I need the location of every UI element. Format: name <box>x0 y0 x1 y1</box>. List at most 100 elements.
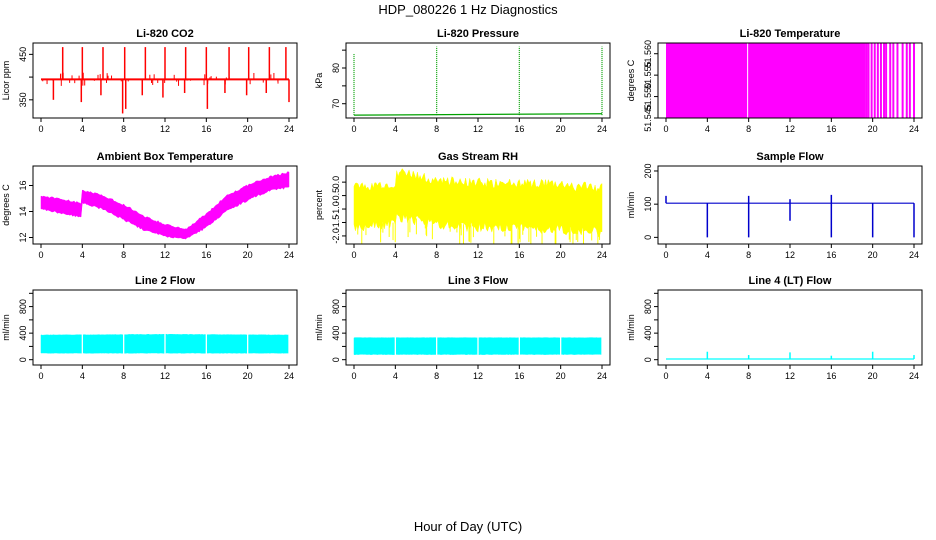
data-layer <box>41 47 290 114</box>
y-tick-label: 51.560 <box>643 40 653 68</box>
x-tick-label: 4 <box>393 250 398 260</box>
x-tick-label: 12 <box>473 124 483 134</box>
sparse-bar <box>870 43 873 118</box>
x-tick-label: 16 <box>826 250 836 260</box>
sparse-bar <box>892 43 895 118</box>
data-layer <box>40 332 290 356</box>
x-tick-label: 8 <box>434 250 439 260</box>
x-tick-label: 20 <box>243 250 253 260</box>
y-tick-label: 400 <box>331 326 341 341</box>
x-tick-label: 24 <box>909 371 919 381</box>
y-tick-label: 14 <box>18 206 28 216</box>
x-tick-label: 20 <box>868 250 878 260</box>
x-tick-label: 4 <box>705 371 710 381</box>
y-tick-label: 200 <box>643 163 653 178</box>
x-tick-label: 8 <box>121 371 126 381</box>
data-layer <box>40 171 290 240</box>
x-tick-label: 0 <box>38 250 43 260</box>
x-tick-label: 8 <box>434 124 439 134</box>
x-tick-label: 16 <box>514 250 524 260</box>
x-tick-label: 8 <box>434 371 439 381</box>
y-tick-label: 350 <box>18 92 28 107</box>
panel-ylabel: ml/min <box>1 314 11 341</box>
x-tick-label: 20 <box>868 371 878 381</box>
band-area <box>353 168 603 238</box>
panel-box_temp: Ambient Box Temperature degrees C 0 4 8 12 16 2… <box>1 151 298 260</box>
panel-co2: Li-820 CO2 Licor ppm 0 4 8 12 16 20 24 350 450 <box>1 28 298 134</box>
fill-block <box>666 43 866 118</box>
panel-licor_temp: Li-820 Temperature degrees C 0 4 8 12 16 20 24 51… <box>626 28 923 134</box>
x-tick-label: 16 <box>201 371 211 381</box>
x-tick-label: 0 <box>663 371 668 381</box>
x-tick-label: 12 <box>785 124 795 134</box>
band-area <box>40 171 290 240</box>
figure-xlabel: Hour of Day (UTC) <box>414 519 522 534</box>
x-tick-label: 0 <box>38 371 43 381</box>
y-tick-label: 450 <box>18 47 28 62</box>
x-tick-label: 12 <box>473 371 483 381</box>
y-tick-label: 51.555 <box>643 61 653 89</box>
x-tick-label: 0 <box>663 124 668 134</box>
panel-line2: Line 2 Flow ml/min 0 4 8 12 16 20 24 0 400 800 <box>1 275 298 381</box>
baseline-line <box>353 113 603 116</box>
x-tick-label: 0 <box>663 250 668 260</box>
x-tick-label: 20 <box>868 124 878 134</box>
y-tick-label: 100 <box>643 197 653 212</box>
panel-ylabel: degrees C <box>1 184 11 226</box>
x-tick-label: 0 <box>351 124 356 134</box>
x-tick-label: 24 <box>597 371 607 381</box>
figure-title: HDP_080226 1 Hz Diagnostics <box>378 2 558 17</box>
panel-line4: Line 4 (LT) Flow ml/min 0 4 8 12 16 20 24 0 400 800 <box>626 275 923 381</box>
y-tick-label: 0 <box>331 357 341 362</box>
x-tick-label: 4 <box>80 371 85 381</box>
x-tick-label: 8 <box>746 371 751 381</box>
panel-ylabel: degrees C <box>626 59 636 101</box>
panel-title: Li-820 Pressure <box>437 28 519 40</box>
x-tick-label: 4 <box>393 124 398 134</box>
panel-ylabel: kPa <box>314 73 324 89</box>
y-tick-label: 0 <box>643 357 653 362</box>
x-tick-label: 4 <box>705 124 710 134</box>
x-tick-label: 20 <box>243 371 253 381</box>
sparse-bar <box>885 43 888 118</box>
panel-title: Ambient Box Temperature <box>97 151 234 163</box>
x-tick-label: 12 <box>785 371 795 381</box>
x-tick-label: 12 <box>160 124 170 134</box>
panel-title: Sample Flow <box>756 151 824 163</box>
x-tick-label: 24 <box>597 124 607 134</box>
x-tick-label: 8 <box>746 250 751 260</box>
x-tick-label: 20 <box>556 124 566 134</box>
sparse-bar <box>889 43 892 118</box>
x-tick-label: 8 <box>121 124 126 134</box>
sparse-bar <box>867 43 870 118</box>
y-tick-label: 16 <box>18 180 28 190</box>
x-tick-label: 20 <box>556 371 566 381</box>
x-tick-label: 20 <box>556 250 566 260</box>
x-tick-label: 24 <box>909 250 919 260</box>
sparse-bar <box>873 43 876 118</box>
panel-title: Li-820 Temperature <box>740 28 841 40</box>
y-tick-label: 800 <box>331 299 341 314</box>
y-tick-label: -2.0 <box>331 228 341 244</box>
x-tick-label: 12 <box>785 250 795 260</box>
x-tick-label: 20 <box>243 124 253 134</box>
sparse-bar <box>896 43 899 118</box>
y-tick-label: 0 <box>643 235 653 240</box>
data-layer <box>665 194 915 238</box>
x-tick-label: 12 <box>473 250 483 260</box>
y-tick-label: 51.550 <box>643 83 653 111</box>
x-tick-label: 4 <box>80 124 85 134</box>
y-tick-label: 70 <box>331 99 341 109</box>
x-tick-label: 4 <box>393 371 398 381</box>
sparse-bar <box>901 43 904 118</box>
panel-ylabel: Licor ppm <box>1 61 11 101</box>
y-tick-label: -0.5 <box>331 188 341 204</box>
x-tick-label: 24 <box>284 371 294 381</box>
x-tick-label: 24 <box>284 124 294 134</box>
sparse-bar <box>908 43 911 118</box>
x-tick-label: 0 <box>351 371 356 381</box>
panel-title: Li-820 CO2 <box>136 28 193 40</box>
data-layer <box>353 168 603 244</box>
panel-frame <box>345 42 611 119</box>
